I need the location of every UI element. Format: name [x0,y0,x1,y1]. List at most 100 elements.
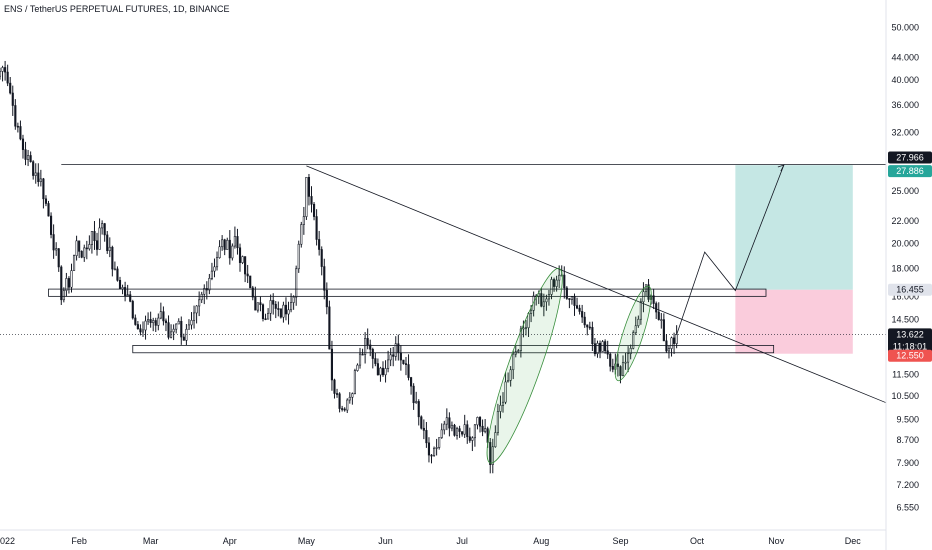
candle-body [598,342,602,352]
candle-body [356,364,359,371]
x-tick-label: Oct [690,536,705,546]
candle-body [632,332,635,349]
candle-body [591,327,594,345]
candle-body [593,343,596,355]
candle-body [466,424,469,438]
candle-body [629,347,632,355]
candle-body [52,234,55,251]
candle-body [218,246,221,259]
candle-body [524,327,528,330]
candle-body [673,337,676,344]
candle-body [1,67,4,72]
candle-body [665,340,668,352]
candle-body [6,71,9,84]
candle-body [126,294,129,296]
candle-body [292,296,295,303]
candle-body [259,302,262,305]
candle-body [348,396,351,401]
candle-body [394,343,397,357]
candle-body [445,417,448,425]
candle-body [241,256,244,263]
candle-body [448,417,451,429]
candle-body [478,417,482,427]
candle-body [37,172,40,183]
x-tick-label: 022 [0,536,15,546]
candle-body [29,155,32,162]
candle-body [343,408,346,411]
candle-body [269,300,272,314]
candle-body [200,293,203,301]
candle-body [578,307,581,312]
y-tick-label: 25.000 [891,186,919,196]
candle-body [290,302,293,311]
current-price-badge: 13.622 11:18:01 [888,328,932,353]
candle-body [267,312,270,320]
resistance-badge: 27.966 [888,151,932,164]
candle-body [361,353,364,356]
candle-body [80,251,83,258]
candle-body [27,155,30,160]
candle-body [106,234,109,252]
trendline [306,165,887,404]
candle-body [558,274,561,281]
target-badge: 27.886 [888,165,932,178]
candle-body [72,255,76,271]
candle-body [379,367,382,376]
candle-body [588,326,591,329]
candle-body [187,324,191,330]
candle-body [238,247,242,263]
candle-body [519,328,522,351]
x-axis[interactable]: 022 Feb Mar Apr May Jun Jul Aug Sep Oct Nov Dec [0,536,861,546]
candle-body [565,287,568,299]
candle-body [471,437,474,441]
candle-body [399,352,402,361]
candle-body [583,316,586,326]
candle-body [85,247,88,250]
candle-body [545,298,548,303]
x-tick-label: Sep [612,536,628,546]
y-axis[interactable]: 50.000 44.000 40.000 36.000 32.000 25.000 22.0… [891,22,919,512]
candle-body [108,246,111,252]
candle-body [233,236,236,247]
candle-body [16,125,19,128]
candle-body [44,198,48,204]
candle-body [501,401,505,406]
candle-body [98,227,101,250]
candle-body [312,203,316,217]
candle-body [655,303,658,313]
candle-body [101,223,104,229]
candle-body [75,240,78,256]
candle-body [450,424,454,429]
candle-body [256,302,259,311]
candle-body [616,363,619,367]
candle-body [284,304,288,315]
candle-body [453,424,456,436]
candle-body [136,324,139,330]
candle-body [568,298,571,300]
candle-body [272,300,275,305]
candle-body [32,161,35,176]
y-tick-label: 11.500 [892,369,919,379]
candle-body [113,268,116,271]
candle-body [494,432,497,448]
target-zone [735,165,853,290]
candle-body [581,311,584,318]
candle-body [236,236,239,249]
y-tick-label: 44.000 [891,52,919,62]
candle-body [251,287,254,298]
candle-body [427,442,431,456]
candle-body [369,344,372,350]
candle-body [637,318,640,327]
candle-body [282,304,285,318]
stop-badge-bg [888,349,932,362]
candle-body [121,287,124,290]
chart-title: ENS / TetherUS PERPETUAL FUTURES, 1D, BI… [4,4,230,14]
candles [0,60,678,474]
candle-body [438,437,441,448]
resistance-badge-text: 27.966 [896,152,924,162]
y-tick-label: 50.000 [891,22,919,32]
candle-body [575,305,579,309]
y-tick-label: 36.000 [891,100,919,110]
